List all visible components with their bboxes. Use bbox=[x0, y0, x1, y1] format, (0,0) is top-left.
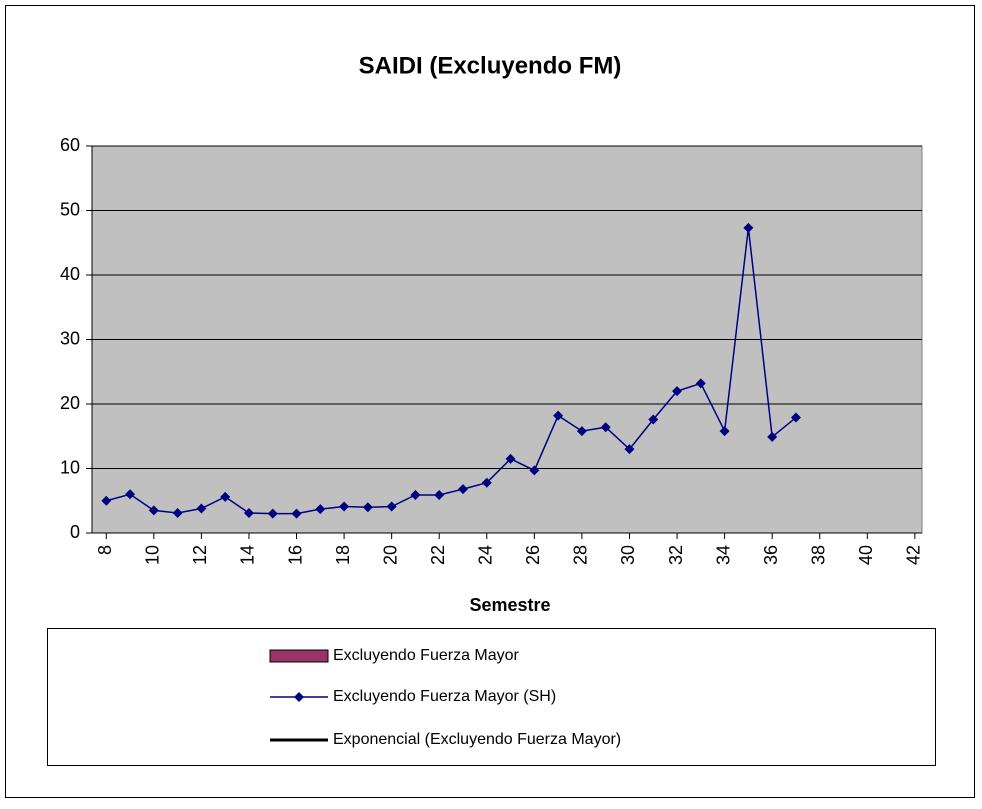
legend-marker bbox=[294, 692, 304, 702]
x-tick-label: 42 bbox=[904, 545, 924, 565]
data-point bbox=[648, 414, 659, 425]
data-point bbox=[767, 431, 778, 442]
data-point bbox=[243, 508, 254, 519]
data-point bbox=[267, 508, 278, 519]
data-point bbox=[719, 426, 730, 437]
data-point bbox=[529, 465, 540, 476]
data-point bbox=[505, 453, 516, 464]
data-point bbox=[386, 501, 397, 512]
x-tick-label: 28 bbox=[571, 545, 591, 565]
x-tick-label: 38 bbox=[808, 545, 828, 565]
x-tick-label: 20 bbox=[380, 545, 400, 565]
x-tick-label: 8 bbox=[95, 545, 115, 555]
data-point bbox=[220, 491, 231, 502]
y-tick-label: 10 bbox=[60, 457, 80, 477]
data-point bbox=[315, 504, 326, 515]
data-point bbox=[743, 222, 754, 233]
legend-label: Excluyendo Fuerza Mayor (SH) bbox=[333, 688, 556, 705]
x-tick-label: 30 bbox=[618, 545, 638, 565]
data-point bbox=[291, 508, 302, 519]
x-tick-label: 40 bbox=[856, 545, 876, 565]
data-point bbox=[339, 501, 350, 512]
data-point bbox=[410, 489, 421, 500]
x-tick-label: 32 bbox=[666, 545, 686, 565]
data-point bbox=[672, 386, 683, 397]
data-point bbox=[600, 422, 611, 433]
data-point bbox=[481, 477, 492, 488]
data-point bbox=[101, 495, 112, 506]
data-point bbox=[125, 489, 136, 500]
x-tick-label: 12 bbox=[190, 545, 210, 565]
y-tick-label: 30 bbox=[60, 328, 80, 348]
data-point bbox=[458, 484, 469, 495]
legend-label: Exponencial (Excluyendo Fuerza Mayor) bbox=[333, 731, 621, 748]
x-tick-label: 36 bbox=[761, 545, 781, 565]
legend-swatch bbox=[269, 649, 329, 663]
data-point bbox=[576, 426, 587, 437]
y-tick-label: 40 bbox=[60, 264, 80, 284]
data-point bbox=[172, 508, 183, 519]
x-tick-label: 10 bbox=[143, 545, 163, 565]
x-tick-label: 22 bbox=[428, 545, 448, 565]
data-point bbox=[790, 412, 801, 423]
x-tick-label: 18 bbox=[333, 545, 353, 565]
legend-box bbox=[47, 628, 936, 766]
x-tick-label: 24 bbox=[476, 545, 496, 565]
data-point bbox=[624, 444, 635, 455]
data-point bbox=[362, 502, 373, 513]
data-point bbox=[695, 378, 706, 389]
y-tick-label: 20 bbox=[60, 393, 80, 413]
data-point bbox=[148, 505, 159, 516]
legend-label: Excluyendo Fuerza Mayor bbox=[333, 647, 520, 664]
x-tick-label: 34 bbox=[713, 545, 733, 565]
data-point bbox=[553, 410, 564, 421]
x-tick-label: 14 bbox=[238, 545, 258, 565]
data-point bbox=[434, 489, 445, 500]
series-line bbox=[106, 227, 797, 515]
y-tick-label: 60 bbox=[60, 135, 80, 155]
y-tick-label: 50 bbox=[60, 199, 80, 219]
y-tick-label: 0 bbox=[70, 522, 80, 542]
x-tick-label: 26 bbox=[523, 545, 543, 565]
data-point bbox=[196, 503, 207, 514]
x-axis-label: Semestre bbox=[469, 595, 550, 615]
x-tick-label: 16 bbox=[285, 545, 305, 565]
chart-title: SAIDI (Excluyendo FM) bbox=[359, 52, 622, 79]
